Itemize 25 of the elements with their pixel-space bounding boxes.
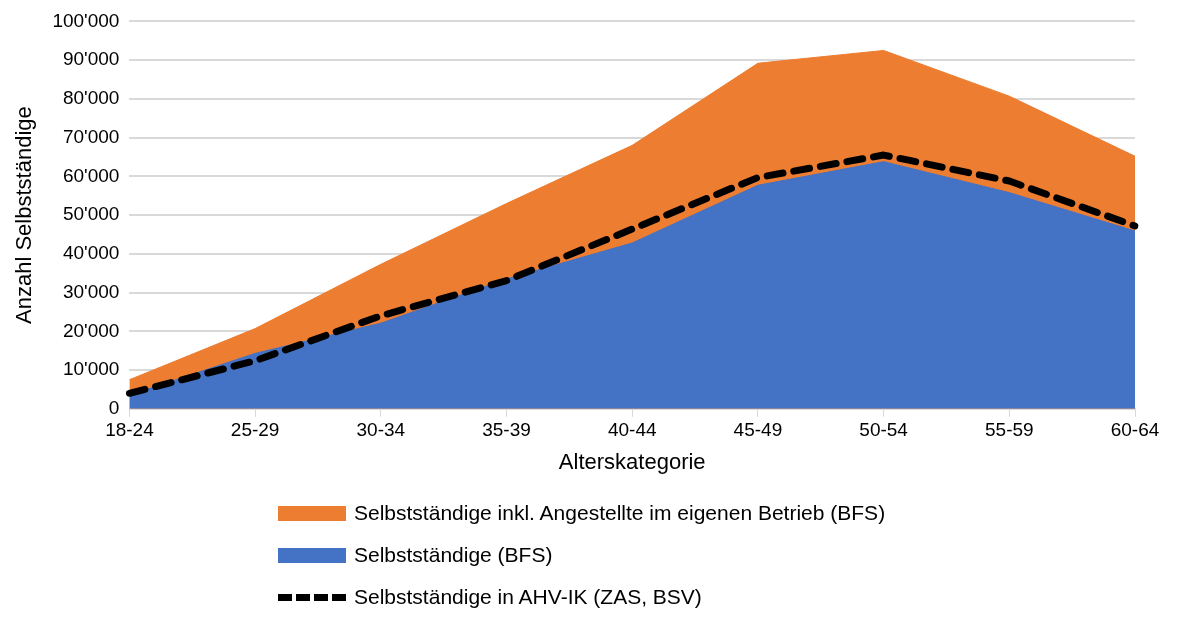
- x-axis-title: Alterskategorie: [558, 448, 706, 474]
- y-tick-label: 70'000: [62, 125, 120, 147]
- x-tick-label: 35-39: [482, 419, 531, 441]
- y-tick-label: 100'000: [52, 9, 120, 31]
- x-tick-label: 40-44: [607, 419, 657, 441]
- x-tick-label: 55-59: [985, 419, 1034, 441]
- y-tick-label: 80'000: [62, 87, 120, 109]
- x-tick-label: 18-24: [105, 419, 155, 441]
- legend-label: Selbstständige (BFS): [354, 543, 553, 567]
- x-tick-label: 45-49: [733, 419, 783, 441]
- y-tick-label: 10'000: [62, 358, 120, 380]
- x-tick-label: 30-34: [356, 419, 406, 441]
- y-tick-label: 20'000: [62, 319, 120, 341]
- y-axis-title: Anzahl Selbstständige: [11, 106, 37, 324]
- y-tick-label: 0: [108, 397, 120, 419]
- y-tick-label: 50'000: [62, 203, 120, 225]
- legend-label: Selbstständige in AHV-IK (ZAS, BSV): [354, 585, 702, 609]
- x-tick-label: 60-64: [1110, 419, 1160, 441]
- y-tick-label: 30'000: [62, 280, 120, 302]
- x-tick-label: 50-54: [859, 419, 909, 441]
- y-tick-label: 90'000: [62, 48, 120, 70]
- x-tick-label: 25-29: [230, 419, 280, 441]
- y-tick-label: 60'000: [62, 164, 120, 186]
- y-tick-label: 40'000: [62, 242, 120, 264]
- legend-label: Selbstständige inkl. Angestellte im eigenen Betrieb (BFS): [354, 501, 886, 525]
